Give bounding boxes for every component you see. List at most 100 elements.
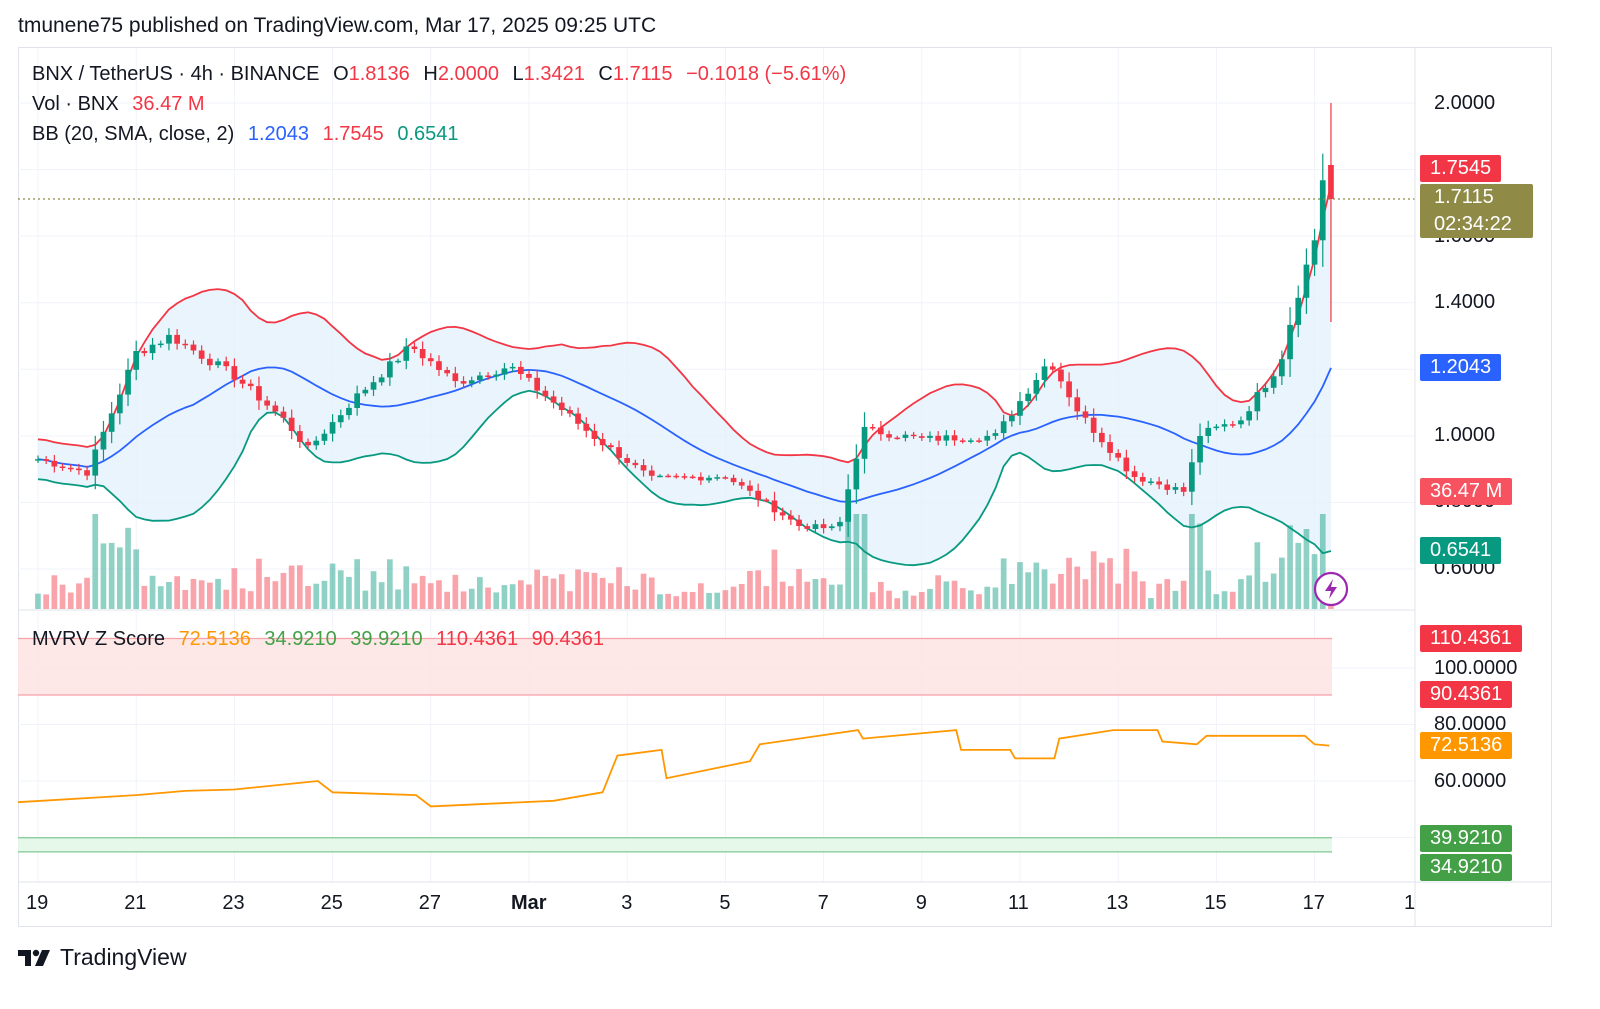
candle-body: [272, 405, 279, 412]
lightning-icon[interactable]: [1313, 571, 1349, 607]
volume-bar: [747, 571, 753, 609]
candle-body: [1074, 397, 1081, 412]
candle-body: [747, 485, 753, 491]
candle-body: [1328, 165, 1334, 199]
candle-body: [714, 477, 721, 479]
published-header: tmunene75 published on TradingView.com, …: [18, 14, 657, 37]
candle-body: [1238, 420, 1244, 425]
bb-lower-value: 0.6541: [397, 123, 459, 145]
candle-body: [346, 407, 352, 416]
volume-bar: [1156, 583, 1162, 609]
candle-body: [1287, 324, 1293, 360]
volume-bar: [567, 591, 573, 609]
candle-body: [804, 526, 811, 529]
volume-bar: [665, 593, 671, 609]
volume-bar: [1107, 558, 1113, 609]
candle-body: [959, 440, 966, 442]
volume-bar: [59, 584, 66, 609]
candle-body: [935, 435, 941, 441]
time-axis-label: 23: [222, 892, 245, 914]
candle-body: [779, 512, 786, 516]
volume-bars: [35, 514, 1334, 609]
candle-body: [117, 394, 123, 414]
volume-bar: [182, 590, 189, 609]
bb-basis-value: 1.2043: [247, 123, 310, 145]
volume-bar: [84, 577, 90, 609]
volume-bar: [231, 568, 238, 609]
volume-bar: [256, 558, 262, 609]
volume-bar: [280, 573, 287, 609]
volume-bar: [419, 575, 426, 609]
candle-body: [599, 439, 606, 446]
candle-body: [174, 334, 180, 344]
volume-bar: [886, 590, 892, 609]
volume-bar: [1115, 583, 1121, 609]
candle-body: [951, 435, 958, 441]
candle-body: [1025, 393, 1031, 402]
volume-bar: [272, 581, 279, 609]
candle-body: [1049, 366, 1056, 370]
volume-bar: [329, 563, 336, 609]
volume-bar: [51, 575, 58, 609]
volume-bar: [575, 569, 581, 609]
candle-body: [1082, 411, 1089, 418]
candle-body: [1213, 426, 1220, 429]
symbol-legend[interactable]: BNX / TetherUS · 4h · BINANCE O1.8136 H2…: [32, 63, 854, 86]
volume-bar: [599, 577, 606, 609]
mvrv-low-lower-tag: 34.9210: [1420, 854, 1513, 881]
volume-bar: [755, 570, 761, 609]
symbol-name: BNX / TetherUS · 4h · BINANCE: [32, 63, 320, 85]
bb-label: BB (20, SMA, close, 2): [32, 123, 235, 145]
candle-body: [1262, 387, 1269, 393]
candle-body: [1319, 180, 1326, 241]
candle-body: [84, 470, 90, 476]
candle-body: [444, 370, 450, 374]
mvrv-high-upper-tag: 110.4361: [1420, 625, 1522, 652]
volume-bar: [1148, 598, 1154, 609]
candle-body: [198, 350, 205, 359]
candle-body: [1303, 264, 1310, 298]
volume-bar: [845, 514, 851, 609]
volume-bar: [1319, 514, 1326, 609]
volume-bar: [108, 542, 115, 609]
time-axis-label: 3: [621, 892, 633, 914]
candle-body: [1311, 240, 1318, 265]
candle-body: [133, 351, 139, 370]
candle-body: [76, 468, 82, 471]
mvrv-legend[interactable]: MVRV Z Score 72.5136 34.9210 39.9210 110…: [32, 628, 612, 651]
volume-bar: [264, 577, 270, 609]
mvrv-tick: 80.0000: [1434, 713, 1507, 735]
candle-body: [558, 402, 565, 410]
volume-bar: [1311, 554, 1318, 609]
volume-bar: [501, 585, 508, 609]
candle-body: [337, 415, 344, 423]
candle-body: [92, 449, 99, 476]
candle-body: [1107, 442, 1113, 453]
candle-body: [280, 411, 287, 418]
candle-body: [681, 476, 688, 478]
candle-body: [828, 526, 835, 529]
candle-body: [35, 459, 41, 461]
bollinger-band: [37, 184, 1332, 567]
candle-body: [264, 400, 270, 406]
volume-bar: [984, 586, 991, 609]
candle-body: [878, 427, 884, 435]
candle-body: [984, 435, 991, 441]
candle-body: [460, 381, 467, 384]
volume-bar: [1164, 579, 1171, 609]
time-axis-label: 7: [817, 892, 829, 914]
tradingview-brand[interactable]: TradingView: [18, 944, 187, 971]
candle-body: [689, 476, 696, 479]
time-axis-label: 25: [320, 892, 343, 914]
volume-bar: [722, 590, 729, 609]
volume-bar: [1213, 594, 1220, 609]
time-axis-label: 9: [915, 892, 927, 914]
bb-legend[interactable]: BB (20, SMA, close, 2) 1.2043 1.7545 0.6…: [32, 123, 467, 146]
bb-upper-tag: 1.7545: [1420, 155, 1502, 182]
price-tick: 1.0000: [1434, 424, 1496, 446]
candle-body: [730, 477, 737, 483]
volume-bar: [337, 570, 344, 609]
mvrv-panel: [17, 637, 1332, 853]
volume-legend[interactable]: Vol · BNX 36.47 M: [32, 93, 213, 116]
